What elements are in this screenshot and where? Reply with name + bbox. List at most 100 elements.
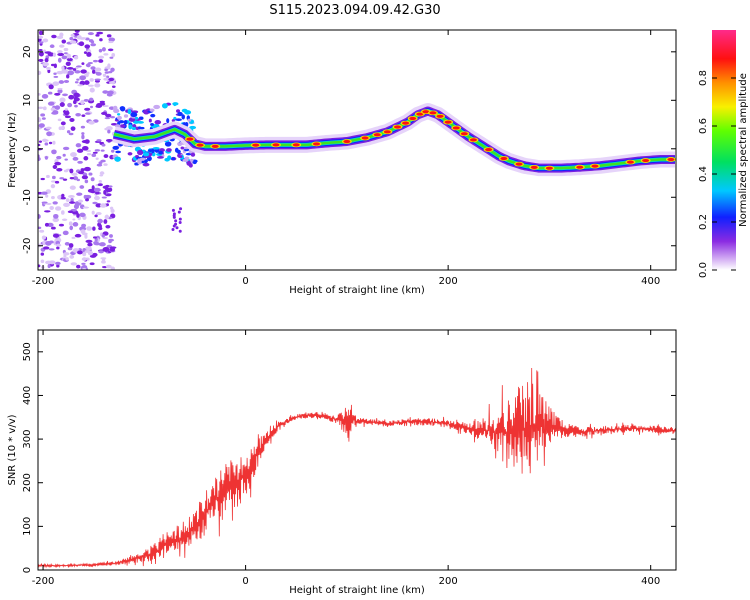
noise-blob — [105, 126, 113, 131]
noise-blob — [102, 247, 110, 253]
noise-blob — [50, 63, 56, 67]
noise-blob — [85, 198, 89, 202]
noise-blob — [41, 235, 47, 240]
noise-blob — [67, 70, 75, 76]
noise-blob — [84, 234, 88, 239]
scatter-blob — [173, 102, 177, 107]
noise-blob — [69, 185, 76, 190]
noise-blob — [44, 142, 49, 146]
scatter-blob — [148, 118, 152, 123]
noise-blob — [81, 140, 89, 144]
ridge-hotspot — [383, 130, 391, 134]
noise-blob — [89, 262, 95, 266]
noise-blob — [46, 222, 54, 228]
noise-blob — [96, 139, 102, 142]
noise-blob — [88, 120, 95, 125]
noise-blob — [59, 44, 65, 48]
noise-blob — [73, 55, 79, 60]
noise-blob — [107, 48, 114, 52]
noise-blob — [56, 155, 62, 160]
colorbar-label: Normalized spectral amplitude — [738, 73, 749, 227]
noise-blob — [40, 113, 46, 117]
scatter-blob — [176, 149, 181, 154]
x-tick-label: 0 — [242, 276, 248, 287]
noise-blob — [53, 213, 59, 219]
noise-blob — [89, 78, 94, 82]
noise-blob — [51, 196, 55, 200]
noise-blob — [61, 193, 65, 198]
noise-blob — [104, 71, 110, 74]
noise-blob — [105, 113, 112, 118]
ridge-hotspot — [186, 137, 194, 141]
noise-blob — [48, 141, 53, 145]
noise-blob — [45, 260, 52, 265]
ridge-hotspot — [361, 136, 369, 140]
noise-blob — [52, 217, 59, 223]
noise-blob — [44, 222, 49, 227]
colorbar: 0.0 0.2 0.4 0.6 0.8 Normalized spectral ampl… — [698, 30, 749, 278]
noise-blob — [85, 63, 91, 68]
noise-blob — [110, 115, 116, 119]
ridge-hotspot — [460, 132, 468, 136]
noise-blob — [109, 247, 116, 252]
noise-blob — [61, 210, 65, 215]
noise-blob — [80, 99, 85, 105]
noise-blob — [84, 80, 90, 85]
noise-blob — [70, 33, 75, 37]
noise-blob — [111, 53, 116, 58]
noise-blob — [86, 149, 92, 153]
scatter-blob — [115, 150, 121, 154]
noise-blob — [73, 204, 79, 210]
noise-blob — [58, 80, 65, 84]
noise-blob — [81, 175, 89, 180]
noise-blob — [41, 201, 48, 204]
noise-blob — [45, 194, 49, 198]
noise-blob — [92, 226, 96, 231]
noise-blob — [67, 102, 73, 108]
noise-blob — [49, 205, 54, 211]
noise-blob — [80, 125, 86, 129]
noise-blob — [68, 210, 73, 213]
noise-blob — [81, 62, 85, 66]
noise-blob — [40, 177, 45, 181]
noise-blob — [99, 171, 105, 175]
noise-blob — [86, 51, 92, 57]
noise-blob — [81, 145, 89, 151]
noise-blob — [88, 172, 93, 176]
noise-blob — [66, 130, 71, 134]
noise-blob — [105, 225, 111, 229]
scatter-blob — [137, 121, 144, 124]
noise-blob — [105, 264, 112, 269]
scatter-blob — [156, 156, 164, 159]
noise-blob — [79, 185, 85, 189]
noise-blob — [77, 171, 85, 175]
noise-blob — [99, 242, 106, 247]
noise-blob — [39, 229, 45, 233]
noise-blob — [103, 53, 109, 56]
noise-blob — [106, 34, 112, 38]
noise-blob — [40, 191, 48, 195]
noise-blob — [108, 239, 112, 244]
noise-blob — [74, 70, 81, 74]
noise-blob — [87, 62, 93, 65]
noise-blob — [68, 221, 73, 226]
ridge-hotspot — [292, 143, 300, 147]
noise-blob — [93, 187, 101, 192]
noise-blob — [76, 192, 83, 196]
noise-blob — [57, 87, 63, 90]
figure-title: S115.2023.094.09.42.G30 — [269, 3, 440, 18]
noise-blob — [52, 52, 56, 57]
noise-blob — [99, 102, 106, 106]
noise-blob — [98, 224, 102, 229]
noise-blob — [38, 51, 44, 57]
ridge-hotspot — [469, 138, 477, 142]
snr-series-line — [38, 367, 676, 569]
noise-blob — [85, 37, 90, 41]
noise-blob — [72, 222, 79, 227]
stray-blob — [175, 226, 179, 230]
snr-x-axis-label: Height of straight line (km) — [289, 585, 425, 596]
noise-blob — [43, 246, 50, 250]
noise-blob — [59, 177, 65, 180]
noise-blob — [83, 99, 89, 102]
scatter-blob — [189, 125, 197, 130]
